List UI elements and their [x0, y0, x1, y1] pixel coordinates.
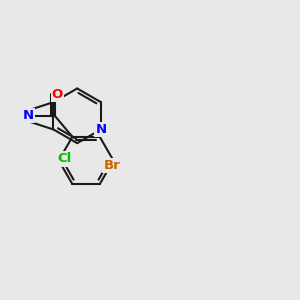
Text: O: O [52, 88, 63, 101]
Text: Cl: Cl [57, 152, 71, 166]
Text: N: N [95, 123, 106, 136]
Text: N: N [22, 109, 34, 122]
Text: Br: Br [103, 159, 120, 172]
